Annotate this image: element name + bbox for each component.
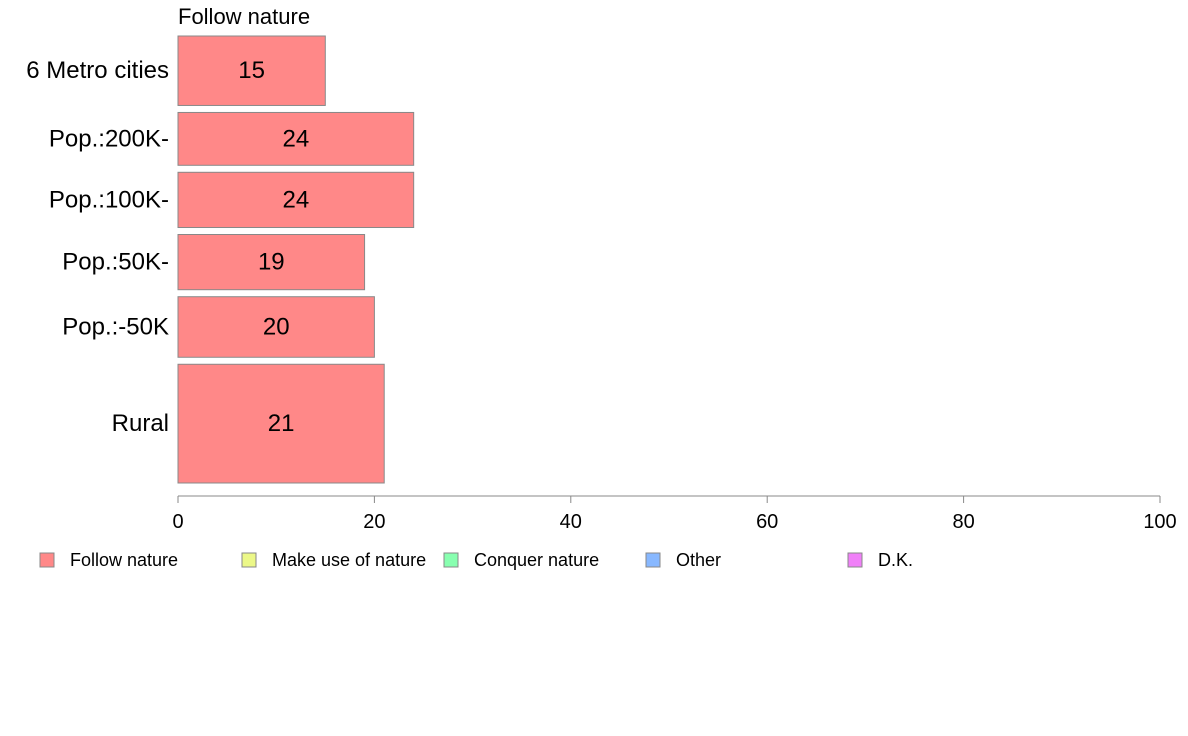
legend-label-4: D.K. xyxy=(878,550,913,570)
legend-swatch-4 xyxy=(847,552,863,568)
value-label-2: 24 xyxy=(282,186,309,213)
panel-title: Follow nature xyxy=(178,4,310,29)
legend-swatch-3 xyxy=(645,552,661,568)
legend-swatch-1 xyxy=(241,552,257,568)
bar-4 xyxy=(177,296,375,358)
category-label-1: Pop.:200K- xyxy=(49,125,169,152)
x-axis: 0 20 40 60 80 100 xyxy=(172,495,1177,533)
x-tick-label-0: 0 xyxy=(172,511,183,533)
bar-0 xyxy=(177,35,326,106)
category-label-0: 6 Metro cities xyxy=(26,57,169,84)
x-tick-label-3: 60 xyxy=(756,511,778,533)
category-label-5: Rural xyxy=(112,410,169,437)
bar-3 xyxy=(177,234,366,291)
value-label-5: 21 xyxy=(268,410,295,437)
value-labels: 15 24 24 19 20 21 xyxy=(238,57,309,437)
legend-swatch-2 xyxy=(443,552,459,568)
x-tick-label-2: 40 xyxy=(560,511,582,533)
legend: Follow nature Make use of nature Conquer n… xyxy=(39,550,913,570)
value-label-0: 15 xyxy=(238,57,265,84)
legend-label-2: Conquer nature xyxy=(474,550,599,570)
bar-2 xyxy=(177,171,415,229)
bar-5 xyxy=(177,363,385,484)
bar-1 xyxy=(177,111,415,166)
category-label-4: Pop.:-50K xyxy=(62,313,169,340)
x-tick-label-5: 100 xyxy=(1143,511,1176,533)
legend-swatch-0 xyxy=(39,552,55,568)
x-tick-label-1: 20 xyxy=(363,511,385,533)
category-label-2: Pop.:100K- xyxy=(49,186,169,213)
x-tick-label-4: 80 xyxy=(952,511,974,533)
category-labels: 6 Metro cities Pop.:200K- Pop.:100K- Pop.:5… xyxy=(26,57,169,437)
bars-group xyxy=(177,35,415,484)
legend-label-0: Follow nature xyxy=(70,550,178,570)
category-label-3: Pop.:50K- xyxy=(62,249,169,276)
legend-label-3: Other xyxy=(676,550,721,570)
value-label-3: 19 xyxy=(258,249,285,276)
value-label-4: 20 xyxy=(263,313,290,340)
value-label-1: 24 xyxy=(282,125,309,152)
legend-label-1: Make use of nature xyxy=(272,550,426,570)
